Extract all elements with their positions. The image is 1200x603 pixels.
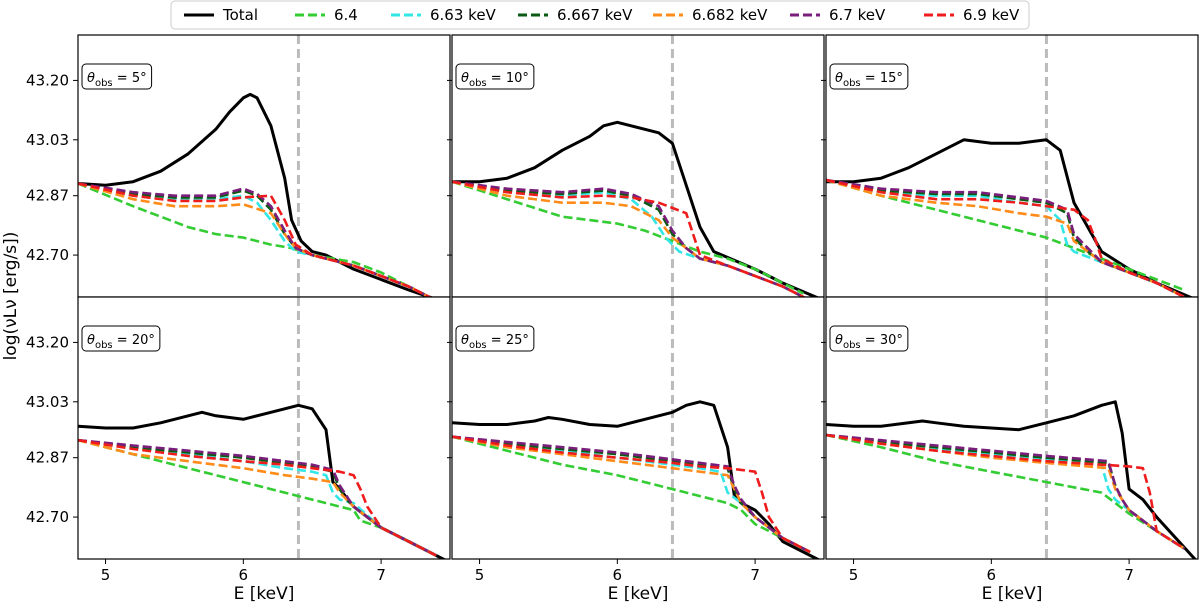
panel-label-text: θobs = 25° bbox=[461, 333, 529, 351]
panel-label-box bbox=[829, 325, 909, 352]
x-tick-label: 5 bbox=[101, 566, 111, 584]
x-tick-label: 7 bbox=[376, 566, 386, 584]
series-6.7-kev bbox=[826, 433, 1185, 550]
series-6.9-kev bbox=[452, 180, 807, 297]
x-axis-title-3: E [keV] bbox=[982, 584, 1043, 603]
panel-label: θobs = 10° bbox=[455, 63, 535, 90]
series-6.682-kev bbox=[452, 435, 811, 554]
y-tick-label: 43.20 bbox=[26, 71, 69, 89]
series-6.7-kev bbox=[78, 182, 433, 297]
series-6.9-kev bbox=[78, 182, 433, 297]
series-6.667-kev bbox=[826, 178, 1185, 297]
series-group bbox=[78, 92, 435, 297]
legend-frame bbox=[170, 0, 1030, 30]
x-axis-title-2: E [keV] bbox=[608, 584, 669, 603]
panel-label-text: θobs = 30° bbox=[835, 333, 903, 351]
x-axis-title-1: E [keV] bbox=[234, 584, 295, 603]
series-group bbox=[452, 400, 821, 559]
series-total bbox=[826, 400, 1197, 559]
panel-label: θobs = 30° bbox=[829, 325, 909, 352]
panel-label: θobs = 15° bbox=[829, 63, 909, 90]
panel-label-box bbox=[455, 63, 535, 90]
y-tick-label: 42.70 bbox=[26, 246, 69, 264]
series-total bbox=[452, 400, 821, 559]
legend-label: 6.667 keV bbox=[557, 6, 633, 24]
series-group bbox=[826, 400, 1197, 559]
legend-item-4: 6.682 keV bbox=[653, 6, 768, 24]
panel-label-box bbox=[81, 325, 161, 352]
panel-label-box bbox=[81, 63, 153, 90]
panel-frame bbox=[77, 296, 451, 560]
y-tick-label: 43.20 bbox=[26, 333, 69, 351]
y-tick-label: 43.03 bbox=[26, 131, 69, 149]
series-group bbox=[452, 120, 820, 297]
panel-frame bbox=[825, 296, 1199, 560]
series-6.4 bbox=[452, 180, 804, 295]
x-tick-label: 5 bbox=[849, 566, 859, 584]
legend-label: Total bbox=[222, 6, 258, 24]
panel-label-text: θobs = 10° bbox=[461, 71, 529, 89]
legend-item-5: 6.7 keV bbox=[790, 6, 886, 24]
series-6.4 bbox=[452, 435, 811, 554]
series-total bbox=[452, 120, 820, 297]
series-total bbox=[826, 138, 1194, 297]
legend-label: 6.9 keV bbox=[963, 6, 1020, 24]
x-tick-label: 6 bbox=[613, 566, 623, 584]
y-axis-title: log(νLν [erg/s]) bbox=[1, 232, 21, 361]
panel-label-text: θobs = 15° bbox=[835, 71, 903, 89]
panel-frame bbox=[451, 296, 825, 560]
y-tick-label: 42.70 bbox=[26, 508, 69, 526]
x-tick-label: 6 bbox=[987, 566, 997, 584]
legend-label: 6.4 bbox=[334, 6, 358, 24]
panel-4: 42.70 42.87 43.03 43.20 5 6 7 θobs = 20° bbox=[26, 296, 451, 584]
series-6.7-kev bbox=[452, 180, 807, 297]
series-6.7-kev bbox=[452, 435, 811, 554]
panel-2: θobs = 10° bbox=[447, 34, 825, 302]
series-6.9-kev bbox=[826, 433, 1185, 550]
legend-item-6: 6.9 keV bbox=[924, 6, 1020, 24]
panel-label-text: θobs = 5° bbox=[87, 71, 147, 89]
legend-label: 6.682 keV bbox=[692, 6, 768, 24]
x-tick-label: 7 bbox=[750, 566, 760, 584]
legend-item-3: 6.667 keV bbox=[518, 6, 633, 24]
series-6.4 bbox=[78, 182, 417, 292]
legend-item-0: Total bbox=[184, 6, 258, 24]
series-total bbox=[78, 92, 435, 297]
y-tick-label: 43.03 bbox=[26, 393, 69, 411]
series-6.667-kev bbox=[826, 433, 1185, 550]
series-group bbox=[826, 138, 1194, 297]
series-6.9-kev bbox=[78, 438, 437, 557]
panel-1: 42.70 42.87 43.03 43.20 θobs = 5° bbox=[26, 34, 451, 302]
series-6.9-kev bbox=[826, 178, 1185, 297]
x-tick-label: 7 bbox=[1124, 566, 1134, 584]
panel-label: θobs = 25° bbox=[455, 325, 535, 352]
panel-label-text: θobs = 20° bbox=[87, 333, 155, 351]
panel-label-box bbox=[455, 325, 535, 352]
legend-label: 6.63 keV bbox=[430, 6, 497, 24]
legend-item-2: 6.63 keV bbox=[391, 6, 497, 24]
x-tick-label: 6 bbox=[239, 566, 249, 584]
legend-item-1: 6.4 bbox=[295, 6, 358, 24]
series-6.7-kev bbox=[78, 438, 437, 557]
panel-5: 5 6 7 θobs = 25° bbox=[447, 296, 825, 584]
series-6.4 bbox=[826, 178, 1185, 292]
legend-label: 6.7 keV bbox=[829, 6, 886, 24]
series-6.667-kev bbox=[452, 180, 807, 297]
series-group bbox=[78, 403, 447, 559]
panel-6: 5 6 7 θobs = 30° bbox=[821, 296, 1199, 584]
panel-3: θobs = 15° bbox=[821, 34, 1199, 302]
panel-label: θobs = 5° bbox=[81, 63, 153, 90]
x-tick-label: 5 bbox=[475, 566, 485, 584]
y-tick-label: 42.87 bbox=[26, 449, 69, 467]
panel-label: θobs = 20° bbox=[81, 325, 161, 352]
legend: Total 6.4 6.63 keV 6.667 keV 6.682 keV 6.7 ke… bbox=[170, 0, 1030, 30]
panel-label-box bbox=[829, 63, 909, 90]
series-6.9-kev bbox=[452, 435, 811, 554]
series-6.63-kev bbox=[452, 435, 811, 554]
y-tick-label: 42.87 bbox=[26, 187, 69, 205]
